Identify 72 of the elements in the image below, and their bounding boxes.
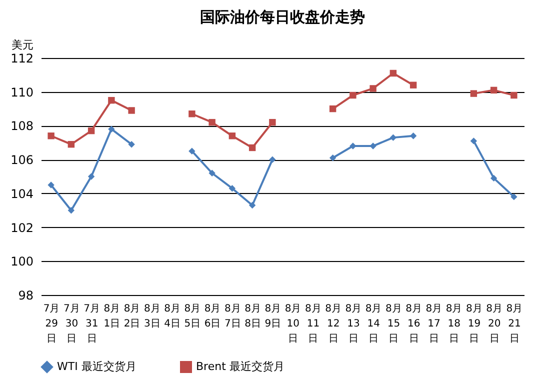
- point: [48, 182, 54, 188]
- point: [410, 82, 417, 88]
- y-tick-label: 112: [10, 52, 34, 66]
- x-tick-label: 8月19日: [466, 304, 482, 344]
- point: [208, 170, 216, 176]
- point: [68, 140, 75, 148]
- legend-label: Brent 最近交货月: [196, 360, 284, 373]
- y-tick-label: 104: [10, 186, 34, 201]
- x-tick-label: 8月1日: [104, 304, 120, 330]
- x-tick-label: 8月11日: [305, 304, 322, 344]
- point: [370, 85, 376, 92]
- x-tick-label: 8月2日: [124, 304, 140, 330]
- point: [269, 118, 276, 126]
- point: [350, 142, 356, 150]
- x-tick-label: 8月10日: [284, 304, 302, 344]
- x-tick-label: 8月18日: [446, 304, 462, 344]
- point: [269, 156, 276, 163]
- point: [410, 132, 417, 140]
- x-tick-label: 8月21日: [506, 304, 523, 344]
- point: [490, 86, 498, 94]
- point: [108, 96, 115, 104]
- x-tick-label: 8月20日: [486, 304, 502, 344]
- x-tick-label: 8月12日: [325, 304, 342, 344]
- x-tick-label: 7月29日: [43, 304, 60, 344]
- x-tick-label: 8月4日: [164, 304, 180, 330]
- point: [68, 207, 75, 214]
- y-tick-label: 100: [10, 254, 34, 269]
- x-tick-label: 8月17日: [426, 304, 442, 344]
- point: [470, 138, 478, 144]
- point: [490, 174, 498, 182]
- point: [88, 173, 95, 180]
- point: [108, 126, 115, 132]
- point: [228, 132, 236, 140]
- point: [248, 202, 256, 209]
- x-tick-label: 8月14日: [365, 304, 382, 344]
- point: [470, 90, 478, 97]
- x-tick-label: 8月8日: [244, 304, 261, 330]
- x-tick-label: 8月15日: [386, 304, 402, 344]
- x-tick-label: 8月9日: [264, 304, 282, 330]
- x-tick-label: 8月7日: [224, 304, 241, 330]
- point: [188, 110, 196, 118]
- legend-label: WTI 最近交货月: [57, 360, 136, 373]
- point: [329, 154, 336, 162]
- y-tick-label: 108: [10, 119, 34, 134]
- chart-title: 国际油价每日收盘价走势: [200, 8, 365, 26]
- point: [248, 144, 256, 152]
- x-tick-label: 7月31日: [84, 304, 100, 344]
- point: [128, 140, 135, 148]
- y-tick-label: 110: [10, 85, 34, 100]
- x-tick-label: 8月13日: [345, 304, 362, 344]
- x-tick-label: 8月5日: [184, 304, 201, 330]
- point: [370, 142, 376, 150]
- point: [329, 105, 336, 112]
- y-tick-label: 106: [10, 153, 34, 168]
- x-tick-label: 8月16日: [406, 304, 422, 344]
- point: [228, 184, 236, 192]
- y-tick-label: 98: [18, 288, 34, 302]
- point: [128, 107, 135, 114]
- point: [48, 132, 54, 140]
- point: [88, 127, 95, 134]
- point: [510, 193, 518, 200]
- x-tick-label: 8月3日: [144, 304, 160, 330]
- point: [188, 148, 196, 154]
- x-tick-label: 7月30日: [64, 304, 80, 344]
- y-tick-label: 102: [10, 220, 34, 235]
- point: [390, 70, 397, 77]
- point: [208, 118, 216, 126]
- x-tick-label: 8月6日: [204, 304, 221, 330]
- point: [350, 92, 356, 99]
- y-axis-title: 美元: [12, 38, 34, 52]
- point: [390, 134, 397, 141]
- point: [510, 92, 518, 99]
